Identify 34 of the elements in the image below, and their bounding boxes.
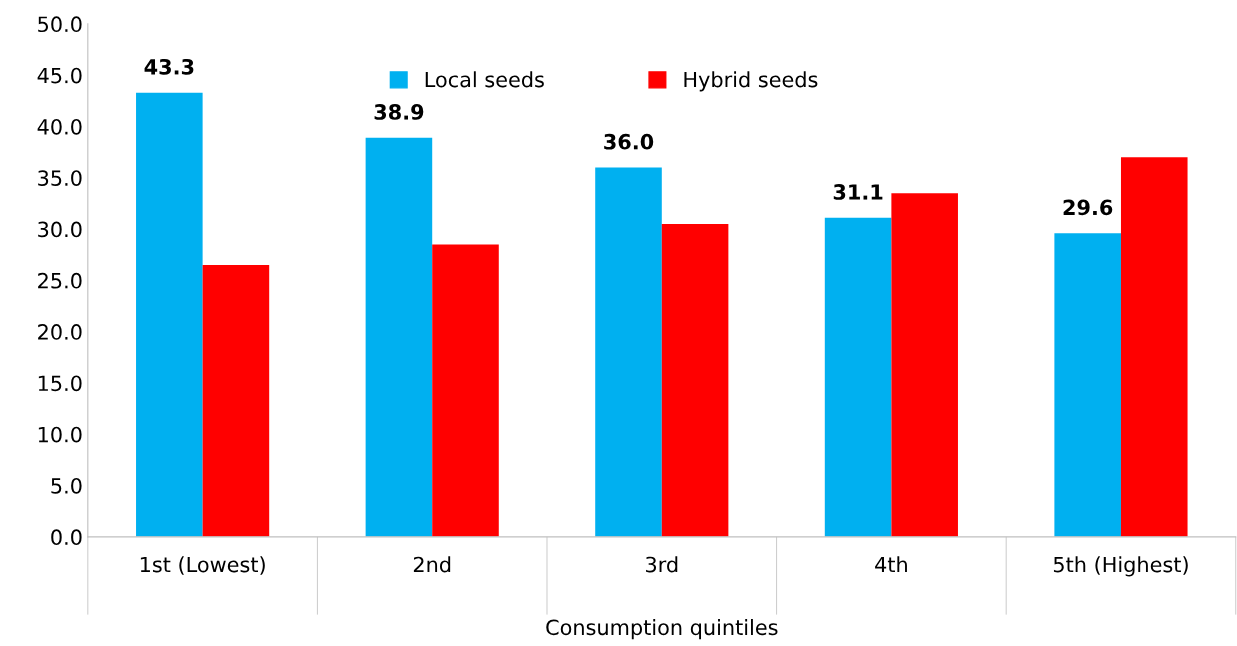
data-label: 36.0: [604, 133, 654, 150]
y-tick-label: 30.0: [38, 221, 82, 238]
bar: [1120, 157, 1188, 537]
bar: [432, 244, 499, 537]
bar: [824, 217, 892, 537]
y-tick-label: 20.0: [38, 324, 82, 340]
data-label: 31.1: [833, 184, 883, 200]
y-tick-label: 35.0: [38, 170, 82, 186]
y-tick-label: 0.0: [51, 529, 82, 546]
data-label: 29.6: [1063, 199, 1113, 216]
bar: [595, 167, 662, 537]
bar: [891, 193, 958, 537]
y-tick-label: 15.0: [38, 375, 82, 392]
y-tick-label: 40.0: [37, 118, 82, 135]
bar: [202, 264, 270, 537]
y-tick-label: 10.0: [38, 426, 82, 443]
y-tick-label: 45.0: [37, 67, 82, 84]
y-tick-label: 50.0: [38, 16, 82, 33]
bar: [365, 137, 433, 537]
x-tick-label: 2nd: [413, 556, 451, 573]
data-label: 43.3: [144, 58, 194, 75]
x-tick-label: 1st (Lowest): [140, 556, 265, 575]
x-tick-label: 5th (Highest): [1053, 556, 1188, 577]
legend-label: Hybrid seeds: [684, 71, 818, 92]
bar: [1054, 233, 1121, 537]
bar: [661, 223, 729, 537]
y-tick-label: 5.0: [51, 477, 82, 494]
x-axis-title: Consumption quintiles: [546, 619, 778, 640]
bar: [136, 92, 203, 537]
x-tick-label: 3rd: [646, 556, 678, 573]
y-tick-label: 25.0: [38, 272, 82, 289]
legend-label: Local seeds: [425, 71, 544, 88]
data-label: 38.9: [374, 104, 424, 120]
x-tick-label: 4th: [875, 556, 907, 573]
